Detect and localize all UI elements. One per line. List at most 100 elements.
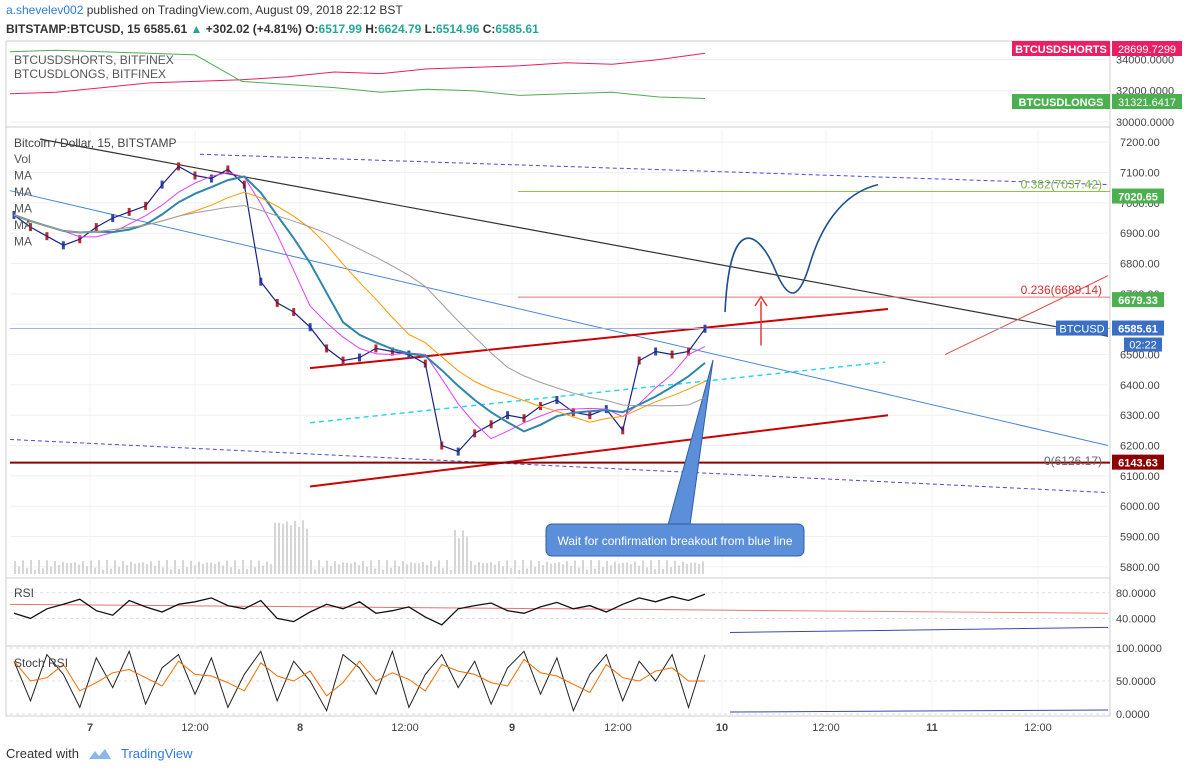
- y-tick-label: 6300.00: [1120, 410, 1160, 422]
- volume-bar: [690, 562, 692, 574]
- volume-bar: [654, 569, 656, 574]
- volume-bar: [426, 564, 428, 574]
- y-tick-label: 5900.00: [1120, 532, 1160, 544]
- volume-bar: [222, 565, 224, 574]
- series-label: BTCUSDSHORTS, BITFINEX: [14, 53, 174, 67]
- dashed-channel-lower: [9, 438, 1109, 494]
- countdown-bg: [1124, 337, 1162, 352]
- volume-bar: [630, 564, 632, 574]
- close-value: 6585.61: [495, 22, 539, 36]
- fib236-tag-bg: [1112, 292, 1164, 308]
- volume-bar: [514, 560, 516, 574]
- volume-bar: [254, 567, 256, 574]
- high-value: 6624.79: [377, 22, 422, 36]
- volume-bar: [38, 560, 40, 574]
- y-tick-label: 6900.00: [1120, 228, 1160, 240]
- series-line-shorts: [9, 52, 706, 95]
- volume-bar: [174, 560, 176, 574]
- volume-bar: [702, 561, 704, 574]
- volume-bar: [634, 561, 636, 574]
- volume-bar: [78, 564, 80, 574]
- volume-bar: [522, 560, 524, 574]
- volume-bar: [570, 565, 572, 574]
- change-value: +302.02 (+4.81%): [205, 22, 302, 36]
- volume-bar: [46, 560, 48, 574]
- volume-bar: [122, 560, 124, 574]
- volume-bar: [298, 527, 300, 574]
- volume-bar: [198, 561, 200, 574]
- volume-bar: [542, 565, 544, 574]
- fib-label: 0.382(7037.42): [1021, 177, 1102, 191]
- volume-bar: [610, 565, 612, 574]
- volume-bar: [146, 564, 148, 574]
- volume-bar: [386, 560, 388, 574]
- volume-bar: [238, 569, 240, 574]
- fib382-tag: 7020.65: [1118, 192, 1158, 204]
- y-tick-label: 5800.00: [1120, 562, 1160, 574]
- volume-bar: [166, 560, 168, 574]
- price-axis: 34000.000032000.000030000.0000BTCUSDSHOR…: [87, 41, 1182, 734]
- volume-bar: [162, 567, 164, 574]
- series-label: BTCUSDLONGS, BITFINEX: [14, 67, 166, 81]
- volume-bar: [418, 563, 420, 574]
- volume-bar: [294, 520, 296, 574]
- volume-bar: [202, 563, 204, 574]
- moving-average: [13, 205, 706, 407]
- volume-bar: [550, 563, 552, 574]
- volume-bar: [266, 561, 268, 574]
- volume-bar: [318, 560, 320, 574]
- volume-bar: [490, 562, 492, 574]
- volume-bar: [518, 569, 520, 574]
- x-tick-label: 7: [87, 722, 93, 734]
- open-label: O:: [305, 22, 319, 36]
- volume-bar: [66, 563, 68, 574]
- volume-bar: [110, 568, 112, 574]
- low-value: 6514.96: [436, 22, 480, 36]
- volume-bar: [638, 565, 640, 574]
- volume-bar: [306, 528, 308, 574]
- volume-bar: [694, 562, 696, 574]
- volume-bar: [286, 521, 288, 574]
- support-tag-bg: [1112, 454, 1164, 470]
- chart-canvas[interactable]: 0.382(7037.42) 0.236(6689.14) 0(6126.17) Wa…: [0, 0, 1188, 740]
- author-link[interactable]: a.shevelev002: [6, 3, 84, 17]
- volume-bar: [14, 561, 16, 574]
- volume-bar: [366, 566, 368, 574]
- grid-lines: [10, 59, 1110, 715]
- volume-bar: [262, 565, 264, 574]
- volume-bar: [150, 561, 152, 574]
- volume-bar: [18, 566, 20, 574]
- volume-bar: [158, 560, 160, 574]
- x-tick-label: 12:00: [391, 722, 419, 734]
- stoch-title: Stoch RSI: [14, 656, 68, 670]
- trendline-blue: [9, 190, 1109, 447]
- series-last-bg: [1112, 94, 1182, 109]
- volume-bar: [534, 566, 536, 574]
- volume-bar: [594, 568, 596, 574]
- y-tick-label: 6200.00: [1120, 441, 1160, 453]
- symbol-info: BITSTAMP:BTCUSD, 15 6585.61 ▲ +302.02 (+…: [6, 22, 539, 36]
- drawing-overlays: 0.382(7037.42) 0.236(6689.14) 0(6126.17) Wa…: [9, 138, 1110, 713]
- volume-bar: [446, 560, 448, 574]
- rsi-trendline: [9, 603, 1109, 614]
- open-value: 6517.99: [318, 22, 362, 36]
- volume-bar: [458, 538, 460, 574]
- last-price-tag: 6585.61: [1118, 324, 1158, 336]
- volume-bar: [250, 560, 252, 574]
- fib236-tag: 6679.33: [1118, 295, 1158, 307]
- low-label: L:: [424, 22, 436, 36]
- series-last-value: 28699.7299: [1118, 44, 1176, 56]
- volume-bar: [106, 560, 108, 574]
- y-tick-label: 80.0000: [1116, 588, 1156, 600]
- brand-link[interactable]: TradingView: [120, 746, 193, 761]
- volume-bar: [338, 564, 340, 574]
- volume-bar: [466, 536, 468, 574]
- volume-bar: [678, 565, 680, 574]
- y-tick-label: 0.0000: [1116, 709, 1150, 721]
- x-tick-label: 9: [509, 722, 515, 734]
- volume-bar: [242, 560, 244, 574]
- candle: [12, 210, 16, 219]
- volume-bar: [662, 568, 664, 574]
- price-line: [13, 165, 706, 453]
